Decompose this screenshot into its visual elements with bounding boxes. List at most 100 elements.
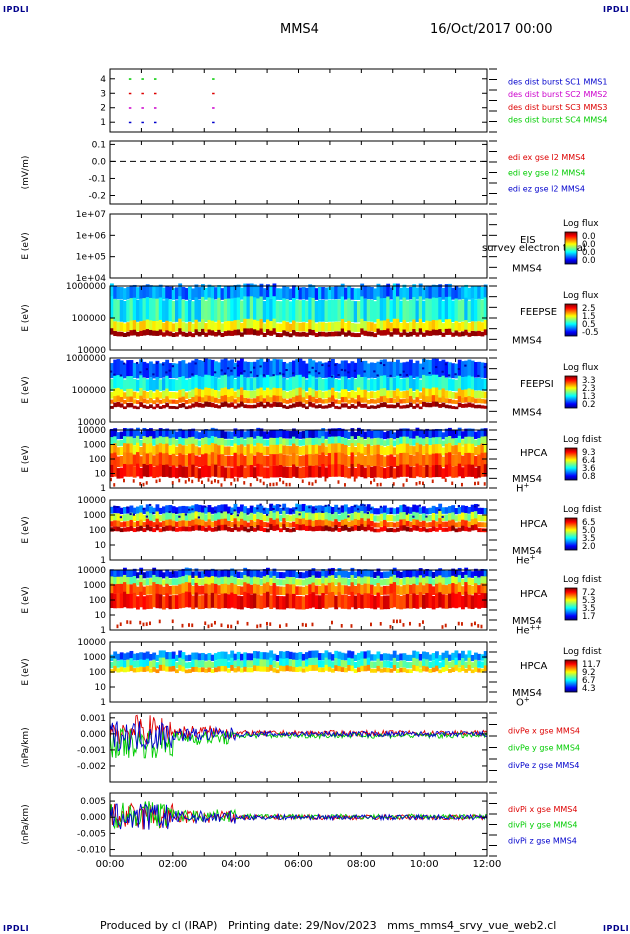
heatmap-cell <box>116 395 121 402</box>
heatmap-cell <box>119 322 124 332</box>
heatmap-cell <box>399 595 404 610</box>
heatmap-cell <box>308 387 313 397</box>
heatmap-cell <box>292 320 296 331</box>
heatmap-cell <box>249 520 254 527</box>
heatmap-cell <box>230 592 235 608</box>
heatmap-cell <box>275 511 280 520</box>
species-charge: ++ <box>530 624 542 632</box>
heatmap-cell <box>240 465 244 478</box>
heatmap-cell <box>483 464 488 477</box>
heatmap-cell <box>386 578 391 586</box>
heatmap-cell <box>132 445 137 455</box>
heatmap-cell <box>318 430 322 439</box>
heatmap-speckle <box>282 373 285 376</box>
heatmap-cell <box>305 595 309 609</box>
heatmap-cell <box>298 395 303 402</box>
heatmap-cell <box>412 583 417 594</box>
heatmap-cell <box>305 323 309 332</box>
heatmap-cell <box>136 586 140 596</box>
heatmap-cell <box>454 664 459 671</box>
heatmap-cell <box>126 506 131 514</box>
heatmap-cell <box>383 578 387 586</box>
heatmap-cell <box>464 464 469 477</box>
heatmap-cell <box>119 331 124 337</box>
heatmap-cell <box>246 653 251 661</box>
heatmap-cell <box>145 379 150 391</box>
heatmap-cell <box>438 662 443 669</box>
heatmap-speckle <box>191 623 194 628</box>
heatmap-cell <box>360 444 365 454</box>
heatmap-cell <box>298 659 303 667</box>
heatmap-cell <box>451 322 456 332</box>
heatmap-cell <box>311 320 316 331</box>
heatmap-cell <box>415 427 420 437</box>
heatmap-cell <box>435 514 439 521</box>
y-tick-label: 100 <box>89 668 106 678</box>
heatmap-cell <box>373 661 378 668</box>
colorbar-tick-label: 6.7 <box>582 676 596 686</box>
heatmap-cell <box>227 577 231 585</box>
heatmap-cell <box>376 377 381 391</box>
heatmap-cell <box>240 524 244 531</box>
heatmap-cell <box>474 518 478 526</box>
heatmap-cell <box>292 569 296 578</box>
heatmap-cell <box>448 378 452 391</box>
heatmap-speckle <box>110 477 112 482</box>
heatmap-cell <box>357 358 361 376</box>
heatmap-cell <box>266 319 270 330</box>
heatmap-cell <box>175 455 179 467</box>
heatmap-cell <box>428 298 433 322</box>
heatmap-cell <box>145 284 150 298</box>
heatmap-cell <box>480 331 485 337</box>
heatmap-cell <box>448 520 452 527</box>
heatmap-cell <box>113 576 118 585</box>
heatmap-cell <box>370 378 374 391</box>
heatmap-cell <box>285 286 290 300</box>
heatmap-cell <box>435 521 439 527</box>
legend-entry: divPe x gse MMS4 <box>508 726 580 735</box>
heatmap-cell <box>259 585 264 595</box>
heatmap-cell <box>383 519 387 527</box>
heatmap-cell <box>230 455 235 467</box>
heatmap-cell <box>301 503 306 513</box>
heatmap-cell <box>405 593 410 609</box>
heatmap-cell <box>275 323 280 332</box>
heatmap-cell <box>334 391 339 399</box>
heatmap-cell <box>175 654 179 662</box>
heatmap-cell <box>412 431 417 439</box>
heatmap-cell <box>175 446 179 456</box>
heatmap-speckle <box>214 371 217 374</box>
heatmap-cell <box>353 504 358 513</box>
heatmap-cell <box>314 453 319 466</box>
heatmap-cell <box>451 438 456 446</box>
heatmap-cell <box>227 285 231 299</box>
heatmap-cell <box>126 666 131 672</box>
heatmap-cell <box>441 652 446 660</box>
heatmap-cell <box>340 283 345 298</box>
heatmap-cell <box>230 330 235 336</box>
heatmap-cell <box>457 514 462 521</box>
heatmap-cell <box>409 584 413 595</box>
heatmap-cell <box>191 571 196 578</box>
colorbar <box>564 447 578 481</box>
heatmap-cell <box>288 431 293 439</box>
heatmap-cell <box>197 653 202 661</box>
heatmap-cell <box>282 438 287 446</box>
heatmap-cell <box>191 666 196 672</box>
heatmap-cell <box>275 395 280 402</box>
heatmap-cell <box>347 467 352 479</box>
heatmap-cell <box>370 455 374 467</box>
heatmap-speckle <box>483 482 486 486</box>
heatmap-cell <box>324 594 329 609</box>
heatmap-cell <box>126 436 131 445</box>
heatmap-cell <box>217 362 222 378</box>
heatmap-cell <box>162 572 166 579</box>
heatmap-cell <box>279 444 283 454</box>
heatmap-cell <box>210 388 215 398</box>
heatmap-cell <box>116 668 121 673</box>
heatmap-cell <box>392 296 397 320</box>
heatmap-cell <box>168 525 173 531</box>
y-tick-label: 1 <box>100 118 106 128</box>
heatmap-cell <box>214 453 218 466</box>
